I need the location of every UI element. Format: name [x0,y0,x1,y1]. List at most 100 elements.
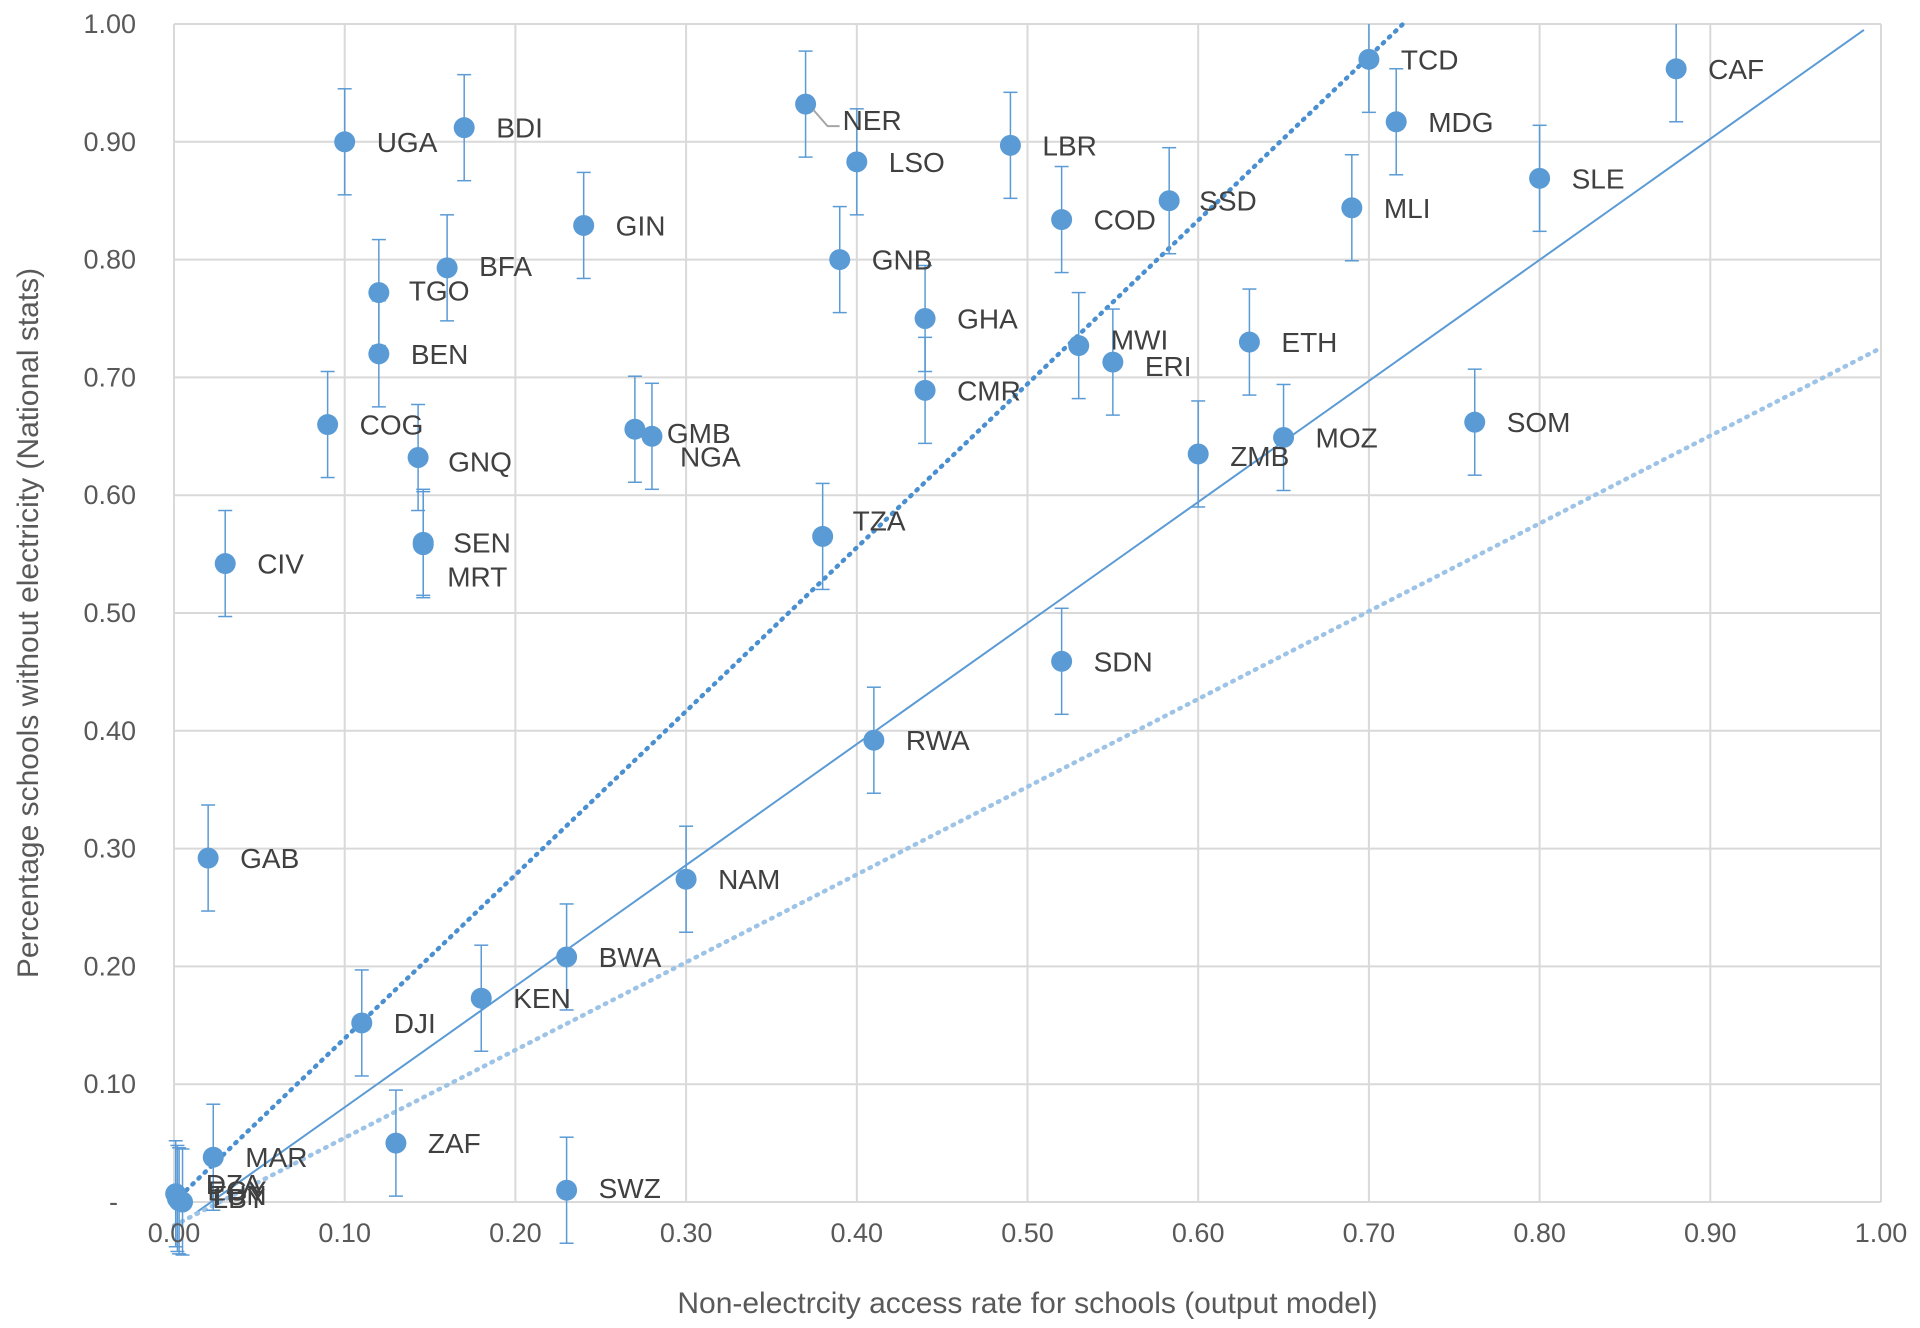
point-cog [317,414,339,436]
y-tick-label: 0.10 [83,1069,136,1099]
point-label-sdn: SDN [1094,646,1153,677]
point-label-dza: DZA [206,1169,262,1200]
point-eth [1238,331,1260,353]
leader-line-ner [812,109,840,128]
point-gnb [829,249,851,271]
point-swz [556,1179,578,1201]
y-axis-title: Percentage schools without electricity (… [12,268,45,978]
point-label-moz: MOZ [1316,422,1378,453]
point-zaf [385,1132,407,1154]
point-label-ken: KEN [513,983,571,1014]
point-label-cod: COD [1094,205,1156,236]
x-tick-label: 0.40 [831,1218,884,1248]
x-tick-label: 0.70 [1343,1218,1396,1248]
reference-lines [171,21,1884,1228]
point-label-swz: SWZ [599,1173,661,1204]
x-tick-label: 0.10 [318,1218,371,1248]
point-tza [812,525,834,547]
point-som [1464,411,1486,433]
point-tgo [368,282,390,304]
point-zmb [1187,443,1209,465]
point-mar [202,1146,224,1168]
point-label-nam: NAM [718,864,780,895]
point-bdi [453,117,475,139]
point-cod [1051,209,1073,231]
point-label-civ: CIV [257,549,304,580]
point-label-dji: DJI [394,1008,436,1039]
point-label-rwa: RWA [906,725,970,756]
trend-line-solid [193,29,1865,1215]
point-uga [334,131,356,153]
point-civ [214,553,236,575]
point-label-gnb: GNB [872,245,933,276]
point-mrt [412,534,434,556]
point-dji [351,1012,373,1034]
point-nga [641,425,663,447]
y-tick-label: 0.50 [83,598,136,628]
point-label-tza: TZA [853,505,906,536]
y-tick-label: 0.80 [83,245,136,275]
x-axis-title: Non-electrcity access rate for schools (… [677,1287,1377,1320]
y-tick-label: 0.20 [83,951,136,981]
point-label-lso: LSO [889,147,945,178]
point-lso [846,151,868,173]
point-cmr [914,379,936,401]
x-tick-label: 1.00 [1855,1218,1908,1248]
point-labels: UGA BDI GIN NER LSO LBR TCD CAF MDG SLE MLI SSD COD G… [206,44,1764,1214]
y-tick-label: 0.90 [83,127,136,157]
point-gin [573,214,595,236]
y-tick-label: 1.00 [83,9,136,39]
point-label-lbr: LBR [1042,130,1096,161]
point-label-eri: ERI [1145,351,1192,382]
y-tick-label: 0.60 [83,480,136,510]
point-label-cmr: CMR [957,375,1021,406]
x-tick-label: 0.50 [1001,1218,1054,1248]
point-label-sle: SLE [1572,163,1625,194]
point-mwi [1068,335,1090,357]
point-gmb [624,418,646,440]
point-ken [470,987,492,1009]
point-label-bdi: BDI [496,113,543,144]
y-tick-label: - [109,1187,118,1217]
point-label-gab: GAB [240,843,299,874]
point-label-mli: MLI [1384,193,1431,224]
point-label-bfa: BFA [479,251,532,282]
x-tick-label: 0.30 [660,1218,713,1248]
point-label-lby: LBY [213,1183,266,1214]
y-tick-label: 0.40 [83,716,136,746]
point-sle [1529,167,1551,189]
point-label-gin: GIN [616,210,666,241]
point-bwa [556,946,578,968]
point-label-uga: UGA [377,127,438,158]
point-mdg [1385,111,1407,133]
point-label-eth: ETH [1281,327,1337,358]
point-label-ben: BEN [411,339,469,370]
point-lby [172,1191,194,1213]
point-label-tun: TUN [209,1180,267,1211]
point-label-mar: MAR [245,1142,307,1173]
point-label-zmb: ZMB [1230,441,1289,472]
point-rwa [863,729,885,751]
point-caf [1665,58,1687,80]
point-lbr [999,134,1021,156]
x-tick-label: 0.80 [1513,1218,1566,1248]
point-label-tcd: TCD [1401,44,1459,75]
point-label-caf: CAF [1708,54,1764,85]
point-label-mrt: MRT [447,562,507,593]
point-label-ner: NER [843,105,902,136]
point-label-mwi: MWI [1111,325,1169,356]
point-ben [368,343,390,365]
x-tick-label: 0.00 [148,1218,201,1248]
point-label-tgo: TGO [409,276,470,307]
point-ssd [1158,190,1180,212]
x-tick-label: 0.20 [489,1218,542,1248]
point-label-sen: SEN [453,527,511,558]
point-ner [795,93,817,115]
trend-line-dotted [171,21,1406,1205]
y-tick-label: 0.30 [83,834,136,864]
point-moz [1273,426,1295,448]
y-tick-label: 0.70 [83,362,136,392]
grid-layer [173,23,1882,1203]
point-label-egy: EGY [207,1175,266,1206]
